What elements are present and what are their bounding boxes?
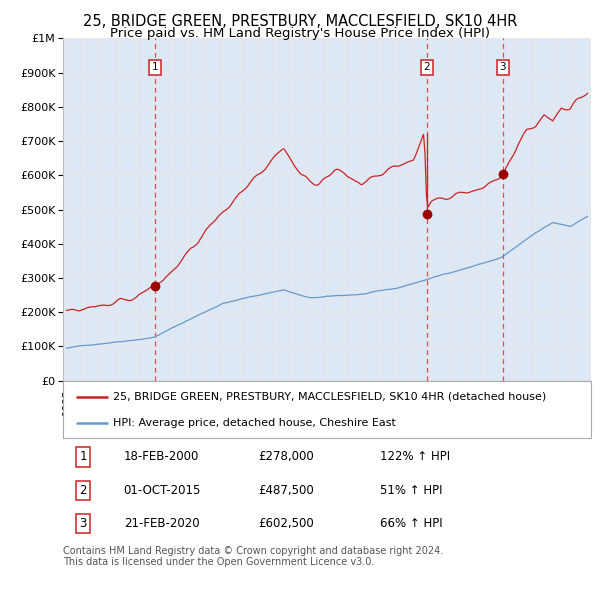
Text: 3: 3: [500, 63, 506, 73]
Text: £602,500: £602,500: [259, 517, 314, 530]
Text: 18-FEB-2000: 18-FEB-2000: [124, 451, 199, 464]
Text: Contains HM Land Registry data © Crown copyright and database right 2024.
This d: Contains HM Land Registry data © Crown c…: [63, 546, 443, 568]
Text: HPI: Average price, detached house, Cheshire East: HPI: Average price, detached house, Ches…: [113, 418, 396, 428]
Text: £278,000: £278,000: [259, 451, 314, 464]
Text: 66% ↑ HPI: 66% ↑ HPI: [380, 517, 442, 530]
Text: 25, BRIDGE GREEN, PRESTBURY, MACCLESFIELD, SK10 4HR: 25, BRIDGE GREEN, PRESTBURY, MACCLESFIEL…: [83, 14, 517, 28]
Text: 25, BRIDGE GREEN, PRESTBURY, MACCLESFIELD, SK10 4HR (detached house): 25, BRIDGE GREEN, PRESTBURY, MACCLESFIEL…: [113, 392, 547, 402]
Text: Price paid vs. HM Land Registry's House Price Index (HPI): Price paid vs. HM Land Registry's House …: [110, 27, 490, 40]
Text: 1: 1: [79, 451, 87, 464]
Text: £487,500: £487,500: [259, 484, 314, 497]
Text: 122% ↑ HPI: 122% ↑ HPI: [380, 451, 450, 464]
Text: 01-OCT-2015: 01-OCT-2015: [124, 484, 201, 497]
Text: 2: 2: [79, 484, 87, 497]
Text: 51% ↑ HPI: 51% ↑ HPI: [380, 484, 442, 497]
Text: 1: 1: [152, 63, 159, 73]
Text: 2: 2: [424, 63, 430, 73]
Text: 21-FEB-2020: 21-FEB-2020: [124, 517, 199, 530]
FancyBboxPatch shape: [63, 381, 591, 438]
Text: 3: 3: [79, 517, 87, 530]
